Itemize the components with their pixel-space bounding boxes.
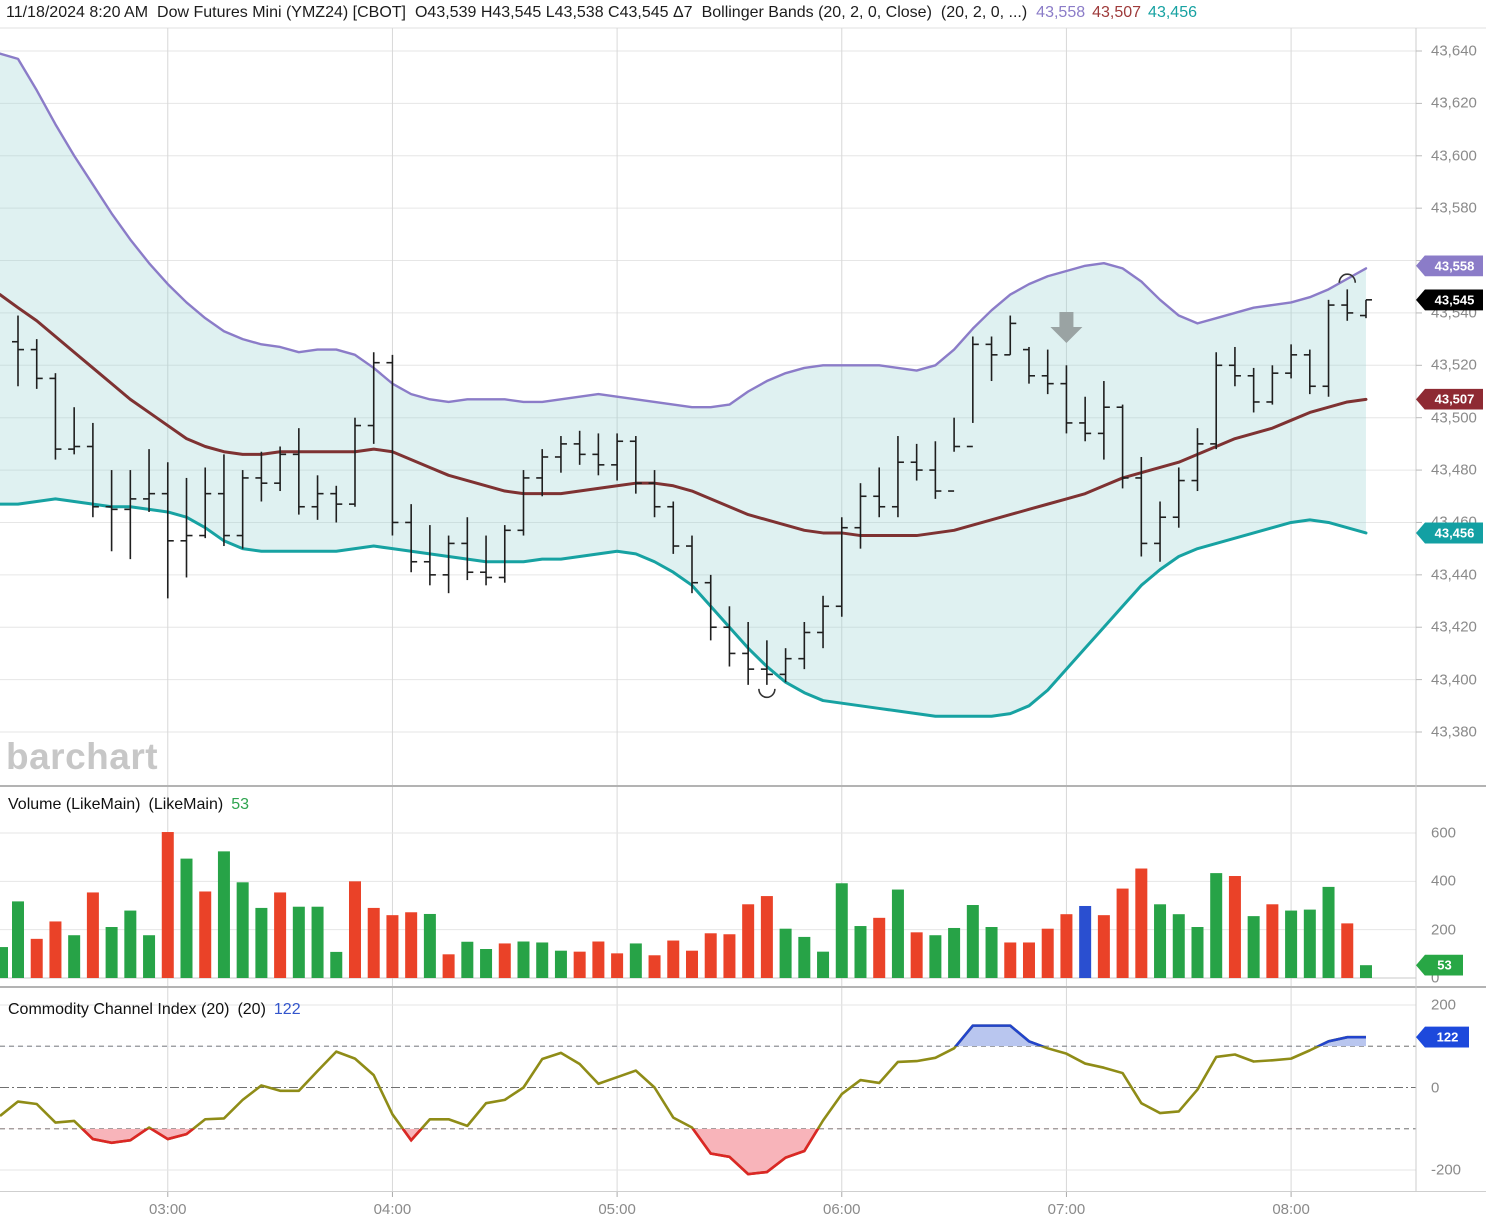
time-axis-label: 03:00	[148, 1201, 187, 1218]
header-band-value: 43,558	[1036, 4, 1086, 21]
high-marker-arc	[1338, 273, 1357, 283]
volume-title-params: (LikeMain)	[148, 796, 224, 813]
price-axis-label: 43,580	[1431, 199, 1477, 217]
cci-axis-label: 0	[1431, 1079, 1440, 1096]
header-band-value: 43,456	[1148, 4, 1197, 21]
header-band-value: 43,507	[1092, 4, 1142, 21]
cci-current-value: 122	[273, 1001, 301, 1018]
time-axis-label: 04:00	[373, 1201, 412, 1218]
down-arrow-icon	[1050, 312, 1083, 343]
axis-badge-43558: 43,558	[1416, 255, 1483, 277]
volume-title: Volume (LikeMain)	[8, 796, 141, 813]
axis-badge-43507: 43,507	[1416, 388, 1483, 410]
price-axis-label: 43,420	[1431, 618, 1477, 636]
cci-axis-label: -200	[1431, 1161, 1462, 1179]
time-axis-label: 07:00	[1047, 1201, 1086, 1218]
header-datetime: 11/18/2024 8:20 AM	[6, 4, 149, 21]
volume-axis-label: 400	[1431, 872, 1457, 890]
volume-current-value: 53	[231, 796, 249, 813]
price-axis-label: 43,520	[1431, 356, 1477, 374]
price-axis-label: 43,620	[1431, 94, 1477, 112]
cci-panel-title: Commodity Channel Index (20) (20) 122	[8, 1001, 309, 1019]
axis-badge-43545: 43,545	[1416, 289, 1483, 311]
cci-axis-label: 200	[1431, 996, 1457, 1014]
header-indicator: Bollinger Bands (20, 2, 0, Close)	[701, 4, 932, 21]
barchart-logo: barchart	[6, 736, 159, 777]
price-axis-label: 43,600	[1431, 147, 1477, 165]
chart-header: 11/18/2024 8:20 AM Dow Futures Mini (YMZ2…	[6, 4, 1213, 22]
volume-axis-label: 200	[1431, 921, 1457, 939]
cci-title-params: (20)	[237, 1001, 266, 1018]
header-band-values: 43,558 43,507 43,456	[1036, 4, 1204, 21]
time-axis-label: 08:00	[1272, 1201, 1310, 1218]
price-axis-label: 43,440	[1431, 566, 1477, 584]
axis-badge-122: 122	[1416, 1026, 1469, 1048]
header-indicator-params: (20, 2, 0, ...)	[940, 4, 1028, 21]
volume-axis-label: 600	[1431, 824, 1457, 842]
volume-axis-label: 0	[1431, 969, 1440, 987]
header-symbol: Dow Futures Mini (YMZ24) [CBOT]	[157, 4, 406, 21]
axis-badge-43456: 43,456	[1416, 522, 1483, 544]
price-axis-label: 43,480	[1431, 461, 1477, 479]
price-axis-label: 43,380	[1431, 723, 1477, 741]
price-axis-label: 43,640	[1431, 42, 1477, 60]
header-ohlc: O43,539 H43,545 L43,538 C43,545 Δ7	[414, 4, 693, 21]
price-axis-label: 43,500	[1431, 409, 1477, 427]
volume-panel-title: Volume (LikeMain) (LikeMain) 53	[8, 796, 257, 814]
cci-title: Commodity Channel Index (20)	[8, 1001, 230, 1018]
low-marker-arc	[758, 688, 776, 699]
price-axis-label: 43,400	[1431, 671, 1477, 689]
axis-badge-53: 53	[1416, 954, 1463, 976]
time-axis-label: 05:00	[598, 1201, 636, 1218]
time-axis-label: 06:00	[822, 1201, 861, 1218]
